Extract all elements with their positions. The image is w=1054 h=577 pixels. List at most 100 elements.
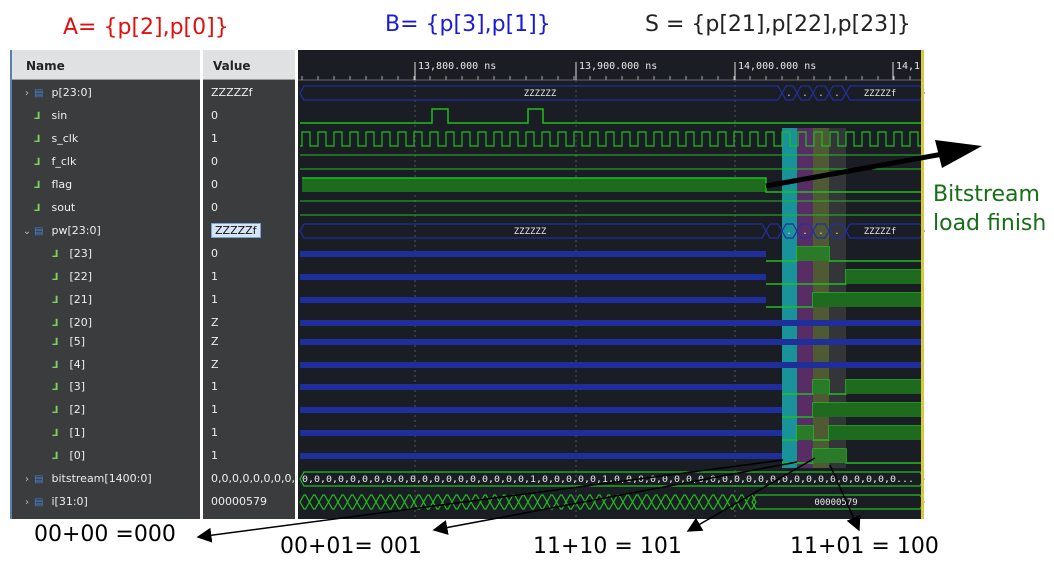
signal-name: [21] xyxy=(66,293,93,306)
z-state-block xyxy=(300,407,782,413)
signal-name: [2] xyxy=(66,403,86,416)
wire-icon: ⅃ xyxy=(52,451,59,462)
signal-name: f_clk xyxy=(48,155,77,168)
signal-row-s-clk[interactable]: ⅃ s_clk xyxy=(20,129,78,149)
chevron-right-icon[interactable]: › xyxy=(25,474,29,485)
cursor-marker[interactable] xyxy=(921,50,924,519)
z-state-block xyxy=(300,453,782,459)
signal-name: bitstream[1400:0] xyxy=(48,472,152,485)
signal-name: [5] xyxy=(66,335,86,348)
signal-name: [3] xyxy=(66,380,86,393)
highlight-band-1 xyxy=(782,128,797,468)
signal-level-block xyxy=(813,380,829,394)
signal-row-flag[interactable]: ⅃ flag xyxy=(20,175,72,195)
signal-row-i-31-0[interactable]: › ▤ i[31:0] xyxy=(20,492,88,512)
signal-value: 1 xyxy=(211,293,218,306)
signal-value: 1 xyxy=(211,449,218,462)
time-tick-label: 14,1 xyxy=(896,61,920,72)
chevron-down-icon[interactable]: ⌄ xyxy=(22,226,32,237)
signal-row-1[interactable]: ⅃ [1] xyxy=(52,423,85,443)
time-tick-label: 13,800.000 ns xyxy=(418,61,496,72)
signal-name: pw[23:0] xyxy=(48,224,101,237)
signal-row-23[interactable]: ⅃ [23] xyxy=(52,244,92,264)
signal-value: Z xyxy=(211,316,219,329)
signal-row-5[interactable]: ⅃ [5] xyxy=(52,332,85,352)
signal-value: 1 xyxy=(211,426,218,439)
wire-icon: ⅃ xyxy=(52,249,59,260)
z-state-block xyxy=(300,362,921,368)
signal-row-sout[interactable]: ⅃ sout xyxy=(20,198,75,218)
signal-value: 0 xyxy=(211,109,218,122)
signal-value: 1 xyxy=(211,132,218,145)
wave-value-label: . xyxy=(818,89,823,99)
wave-value-label: ZZZZZZ xyxy=(524,89,557,99)
signal-name: [23] xyxy=(66,247,93,260)
name-column-header[interactable]: Name xyxy=(12,50,200,80)
timeline-ruler[interactable] xyxy=(298,50,924,80)
wave-value-label: . xyxy=(834,89,839,99)
signal-name: [0] xyxy=(66,449,86,462)
bitstream-value-label: 0,0,0,0,0,0,0,0,0,0,0,0,0,0,0,0,0,0,0,1,… xyxy=(302,475,914,485)
z-state-block xyxy=(300,384,782,390)
signal-row-22[interactable]: ⅃ [22] xyxy=(52,267,92,287)
bus-icon: ▤ xyxy=(34,88,44,99)
signal-name: sout xyxy=(48,201,76,214)
signal-row-21[interactable]: ⅃ [21] xyxy=(52,290,92,310)
wire-icon: ⅃ xyxy=(34,111,41,122)
signal-value: 0,0,0,0,0,0,0,0,0 xyxy=(211,472,302,485)
time-tick-label: 14,000.000 ns xyxy=(738,61,816,72)
signal-value: Z xyxy=(211,335,219,348)
bus-icon: ▤ xyxy=(34,474,44,485)
wire-icon: ⅃ xyxy=(34,203,41,214)
wave-value-label: . xyxy=(786,89,791,99)
signal-row-p-23-0[interactable]: › ▤ p[23:0] xyxy=(20,83,92,103)
wave-value-label: 00000579 xyxy=(814,498,857,508)
signal-name: [4] xyxy=(66,358,86,371)
wire-icon: ⅃ xyxy=(52,405,59,416)
signal-level-block xyxy=(813,403,921,417)
wire-icon: ⅃ xyxy=(34,180,41,191)
signal-value: 1 xyxy=(211,403,218,416)
signal-name: s_clk xyxy=(48,132,79,145)
wave-value-label: . xyxy=(802,89,807,99)
annotation-b-definition: B= {p[3],p[1]} xyxy=(385,12,551,37)
signal-level-block xyxy=(797,426,813,440)
signal-row-4[interactable]: ⅃ [4] xyxy=(52,355,85,375)
annotation-s-definition: S = {p[21],p[22],p[23]} xyxy=(645,12,911,37)
wire-icon: ⅃ xyxy=(52,382,59,393)
wire-icon: ⅃ xyxy=(52,337,59,348)
signal-row-0[interactable]: ⅃ [0] xyxy=(52,446,85,466)
signal-row-pw-23-0[interactable]: ⌄ ▤ pw[23:0] xyxy=(20,221,101,241)
wave-value-label: . xyxy=(786,227,791,237)
annotation-bitstream-load: Bitstream load finish xyxy=(933,182,1047,236)
signal-name: i[31:0] xyxy=(48,495,88,508)
wave-value-label: ZZZZZf xyxy=(864,89,897,99)
value-column-header[interactable]: Value xyxy=(203,50,295,80)
z-state-block xyxy=(300,274,766,280)
signal-name: [20] xyxy=(66,316,93,329)
signal-row-20[interactable]: ⅃ [20] xyxy=(52,313,92,333)
signal-value: 0 xyxy=(211,247,218,260)
annotation-result-3: 11+01 = 100 xyxy=(790,534,939,559)
wave-value-label: . xyxy=(818,227,823,237)
chevron-right-icon[interactable]: › xyxy=(25,88,29,99)
z-state-block xyxy=(300,320,921,326)
time-tick-label: 13,900.000 ns xyxy=(579,61,657,72)
result-arrows xyxy=(196,457,861,543)
signal-level-block xyxy=(813,293,921,307)
selected-value: ZZZZZf xyxy=(211,223,261,238)
signal-row-3[interactable]: ⅃ [3] xyxy=(52,377,85,397)
annotation-result-2: 11+10 = 101 xyxy=(533,534,682,559)
wire-icon: ⅃ xyxy=(52,428,59,439)
signal-row-f-clk[interactable]: ⅃ f_clk xyxy=(20,152,76,172)
signal-row-2[interactable]: ⅃ [2] xyxy=(52,400,85,420)
chevron-right-icon[interactable]: › xyxy=(25,497,29,508)
signal-row-sin[interactable]: ⅃ sin xyxy=(20,106,67,126)
wire-icon: ⅃ xyxy=(52,295,59,306)
timeline-ticks: 13,800.000 ns 13,900.000 ns 14,000.000 ns 1… xyxy=(301,61,920,80)
signal-row-bitstream-1400-0[interactable]: › ▤ bitstream[1400:0] xyxy=(20,469,152,489)
wave-value-label: . xyxy=(834,227,839,237)
wire-icon: ⅃ xyxy=(34,134,41,145)
wire-icon: ⅃ xyxy=(52,360,59,371)
